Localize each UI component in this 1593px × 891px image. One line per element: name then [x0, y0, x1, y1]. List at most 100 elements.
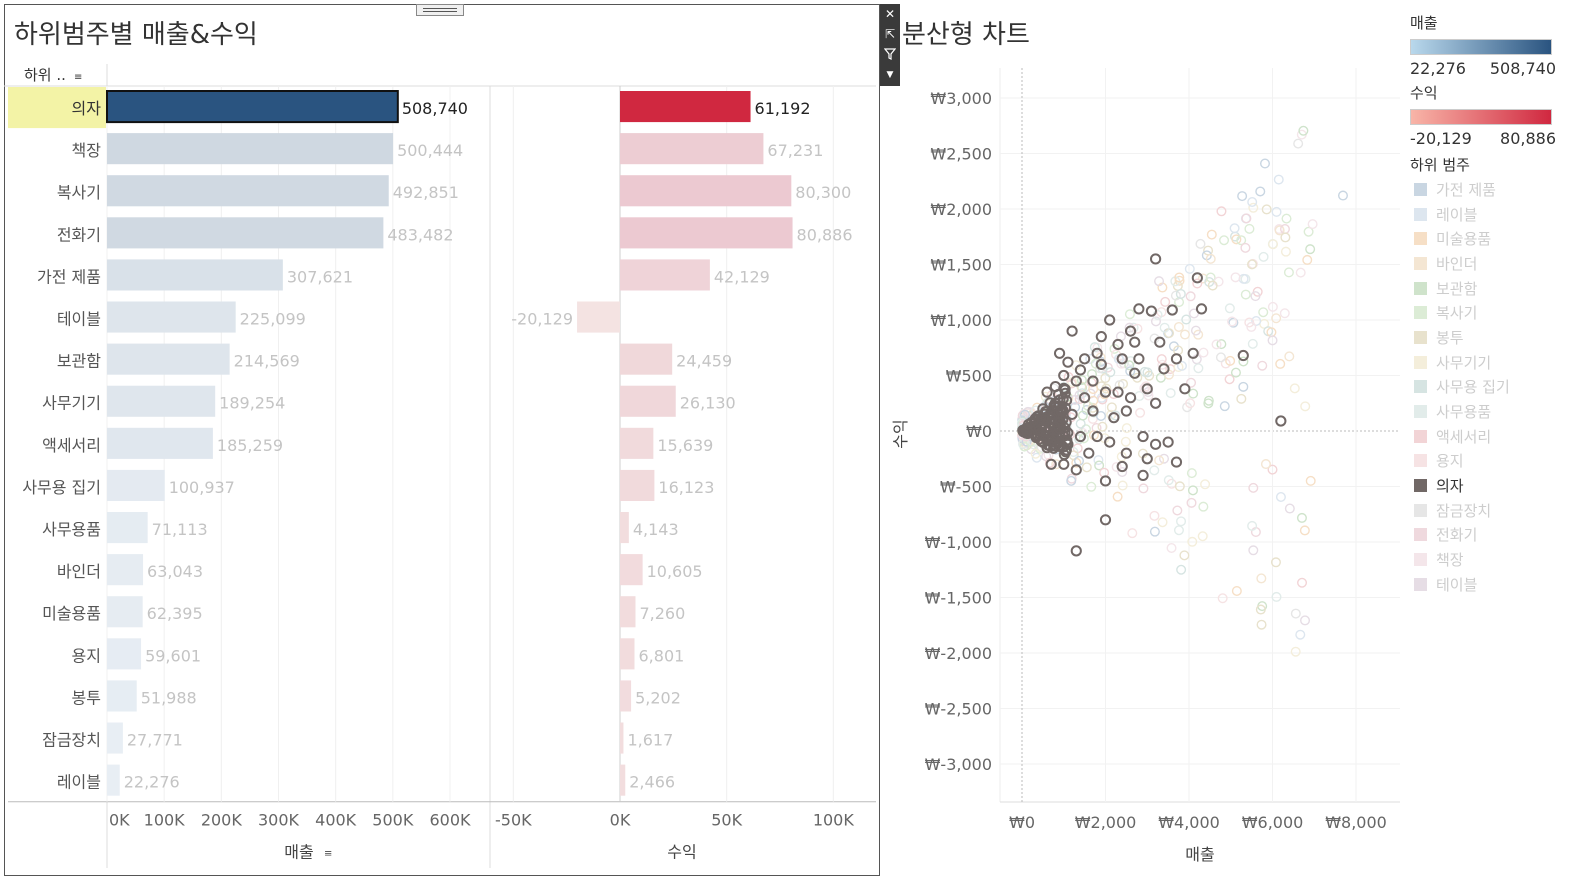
legend-item-5[interactable]: 복사기	[1410, 300, 1590, 325]
profit-bar-8	[620, 427, 654, 459]
faded-point-398	[1089, 342, 1100, 353]
faded-point-414	[1073, 455, 1084, 466]
faded-point-297	[1289, 383, 1300, 394]
faded-point-332	[1257, 360, 1268, 371]
profit-bar-9	[620, 469, 655, 501]
sales-label-6: 214,569	[234, 352, 300, 371]
category-label-16: 레이블	[57, 773, 101, 792]
highlight-point-3	[1166, 304, 1178, 316]
faded-point-255	[1297, 577, 1308, 588]
y-tick-1: ₩2,500	[930, 145, 992, 164]
legend-item-6[interactable]: 봉투	[1410, 325, 1590, 350]
sales-label-8: 185,259	[217, 436, 283, 455]
faded-point-71	[1236, 393, 1247, 404]
faded-point-90	[1259, 158, 1270, 169]
highlight-point-4	[1187, 347, 1199, 359]
highlight-point-40	[1162, 436, 1174, 448]
legend-label-9: 사무용품	[1436, 403, 1492, 422]
legend-item-9[interactable]: 사무용품	[1410, 399, 1590, 424]
legend-item-7[interactable]: 사무기기	[1410, 350, 1590, 375]
drag-handle[interactable]	[416, 4, 464, 16]
faded-point-136	[1295, 267, 1306, 278]
faded-point-390	[1187, 485, 1198, 496]
sales-label-10: 71,113	[152, 520, 208, 539]
legend-label-12: 의자	[1436, 477, 1464, 496]
legend-item-8[interactable]: 사무용 집기	[1410, 375, 1590, 400]
floating-toolbar: ✕ ⇱ ▼	[880, 4, 900, 86]
sales-bar-4	[107, 259, 283, 291]
legend-item-4[interactable]: 보관함	[1410, 276, 1590, 301]
faded-point-343	[1179, 550, 1190, 561]
faded-point-159	[1271, 591, 1282, 602]
open-external-icon[interactable]: ⇱	[884, 27, 896, 41]
legend-swatch-12	[1414, 479, 1427, 493]
legend-item-3[interactable]: 바인더	[1410, 251, 1590, 276]
cluster-point-123	[1049, 421, 1061, 433]
legend-item-0[interactable]: 가전 제품	[1410, 177, 1590, 202]
highlight-points	[1037, 253, 1287, 557]
highlight-point-47	[1095, 331, 1107, 343]
faded-point-235	[1173, 321, 1184, 332]
faded-point-195	[1255, 604, 1266, 615]
legend: 매출 22,276 508,740 수익 -20,129 80,886 하위 범…	[1410, 12, 1590, 597]
profit-bar-4	[620, 259, 710, 291]
legend-item-14[interactable]: 전화기	[1410, 523, 1590, 548]
sales-label-11: 63,043	[147, 562, 203, 581]
legend-item-15[interactable]: 책장	[1410, 547, 1590, 572]
sales-label-3: 483,482	[387, 225, 453, 244]
highlight-point-46	[1133, 353, 1145, 365]
legend-item-12[interactable]: 의자	[1410, 473, 1590, 498]
faded-point-417	[1030, 448, 1041, 459]
highlight-point-37	[1074, 364, 1087, 376]
legend-item-11[interactable]: 용지	[1410, 449, 1590, 474]
highlight-point-11	[1070, 545, 1082, 557]
legend-item-1[interactable]: 레이블	[1410, 202, 1590, 227]
sales-label-5: 225,099	[240, 310, 306, 329]
faded-point-199	[1143, 390, 1154, 401]
faded-point-244	[1174, 272, 1185, 283]
category-label-15: 잠금장치	[42, 731, 101, 750]
legend-label-6: 봉투	[1436, 328, 1464, 347]
faded-point-63	[1051, 459, 1062, 470]
faded-point-148	[1105, 367, 1116, 378]
chevron-down-icon[interactable]: ▼	[886, 70, 894, 80]
faded-point-140	[1290, 608, 1301, 619]
faded-point-211	[1231, 234, 1242, 245]
legend-item-10[interactable]: 액세서리	[1410, 424, 1590, 449]
legend-item-16[interactable]: 테이블	[1410, 572, 1590, 597]
close-icon[interactable]: ✕	[884, 7, 896, 21]
highlight-point-48	[1141, 453, 1153, 465]
highlight-point-60	[1041, 386, 1053, 398]
profit-bar-10	[620, 512, 629, 544]
faded-point-107	[1185, 398, 1196, 409]
faded-point-151	[1172, 505, 1183, 516]
faded-point-167	[1074, 394, 1085, 405]
faded-point-260	[1155, 372, 1166, 383]
highlight-point-44	[1037, 403, 1049, 415]
faded-point-198	[1149, 465, 1160, 476]
legend-item-2[interactable]: 미술용품	[1410, 226, 1590, 251]
faded-point-376	[1307, 219, 1318, 230]
highlight-point-61	[1120, 447, 1132, 459]
highlight-point-8	[1150, 438, 1162, 450]
faded-point-103	[1238, 356, 1249, 367]
highlight-point-14	[1112, 338, 1124, 351]
faded-point-267	[1170, 290, 1181, 301]
faded-point-357	[1095, 410, 1106, 421]
legend-swatch-7	[1414, 355, 1427, 369]
sales-label-0: 508,740	[402, 99, 468, 118]
filter-icon[interactable]	[880, 44, 900, 64]
sales-bar-10	[107, 512, 148, 544]
profit-bar-7	[620, 385, 676, 417]
sales-label-7: 189,254	[219, 394, 285, 413]
highlight-point-19	[1087, 375, 1099, 387]
highlight-point-33	[1041, 442, 1053, 454]
highlight-point-30	[1070, 464, 1082, 476]
legend-item-13[interactable]: 잠금장치	[1410, 498, 1590, 523]
profit-label-16: 2,466	[629, 773, 675, 792]
faded-point-43	[1244, 223, 1255, 234]
legend-label-5: 복사기	[1436, 304, 1478, 323]
faded-point-39	[1275, 358, 1286, 369]
highlight-point-42	[1116, 460, 1128, 473]
highlight-point-2	[1145, 305, 1158, 317]
